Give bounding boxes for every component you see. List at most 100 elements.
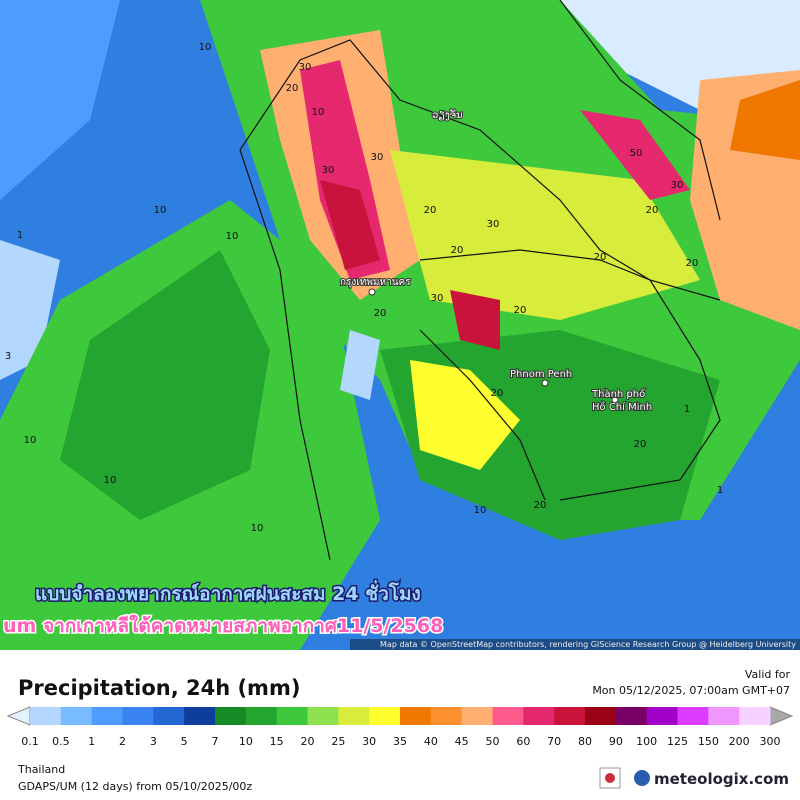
legend-label: 25 [331,735,345,748]
contour-label: 30 [322,165,335,176]
region: Thailand [17,763,65,776]
contour-label: 20 [534,500,547,511]
border [239,39,721,301]
contour-label: 30 [299,62,312,73]
contour-label: 20 [646,205,659,216]
contour-labels: 1030201030302030202020305020201010101020… [5,42,723,534]
attribution: Map data © OpenStreetMap contributors, r… [380,640,796,649]
contour-label: 10 [226,231,239,242]
border [419,329,546,501]
legend-label: 5 [181,735,188,748]
legend-label: 300 [760,735,781,748]
legend-label: 40 [424,735,438,748]
contour-label: 20 [634,439,647,450]
border [239,149,331,561]
legend-cell [122,707,154,725]
city-label: ວຽງຈັນ [432,108,463,121]
legend-label: 1 [88,735,95,748]
overlay-line2: um จากเกาหลีใต้คาดหมายสภาพอากาศ11/5/2568 [3,614,443,637]
legend-cell [245,707,278,725]
city-marker [611,396,619,404]
legend-label: 0.1 [21,735,39,748]
legend-arrow [6,706,31,726]
contour-label: 10 [312,107,325,118]
contour-label: 20 [594,252,607,263]
border [419,249,721,501]
contour-label: 1 [17,230,23,241]
legend-cell [585,707,617,725]
legend-cell [276,707,308,725]
legend-cell [338,707,370,725]
contour-label: 30 [371,152,384,163]
legend-label: 125 [667,735,688,748]
legend-cell [184,707,216,725]
legend-cell [430,707,463,725]
city-marker [368,288,376,296]
valid-label: Valid for [745,668,791,681]
contour-label: 30 [487,219,500,230]
rain-area [0,240,60,380]
legend-cell [91,707,123,725]
contour-label: 10 [154,205,167,216]
legend-panel: Precipitation, 24h (mm) Valid for Mon 05… [6,668,794,793]
legend-arrow [769,706,794,726]
contour-label: 3 [5,351,11,362]
legend-label: 45 [455,735,469,748]
legend-label: 150 [698,735,719,748]
legend-cell [708,707,740,725]
contour-label: 20 [424,205,437,216]
legend-cell [153,707,185,725]
contour-label: 20 [451,245,464,256]
contour-label: 1 [717,485,723,496]
city-label: Thành phố [591,388,645,400]
legend-label: 0.5 [52,735,70,748]
flag-icon [605,773,615,783]
rain-area [0,0,120,200]
legend-cell [646,707,678,725]
contour-label: 10 [474,505,487,516]
legend-label: 7 [212,735,219,748]
city-label: กรุงเทพมหานคร [340,277,411,288]
legend-label: 50 [486,735,500,748]
contour-label: 30 [671,180,684,191]
legend-cell [615,707,648,725]
rain-area [450,290,500,350]
legend-label: 35 [393,735,407,748]
legend-label: 60 [516,735,530,748]
rain-area [410,360,520,470]
legend-cell [492,707,524,725]
legend-label: 30 [362,735,376,748]
contour-label: 20 [286,83,299,94]
legend-cell [60,707,93,725]
legend-cell [461,707,493,725]
legend-label: 70 [547,735,561,748]
contour-label: 10 [104,475,117,486]
attribution-bg [350,639,800,650]
rain-area [580,110,690,200]
legend-cell [400,707,432,725]
legend-label: 200 [729,735,750,748]
contour-label: 30 [431,293,444,304]
legend-cell [739,707,771,725]
legend-label: 10 [239,735,253,748]
legend-cell [30,707,62,725]
legend-label: 100 [636,735,657,748]
contour-label: 1 [684,404,690,415]
legend-label: 2 [119,735,126,748]
legend-cell [677,707,709,725]
legend-cell [369,707,401,725]
legend-label: 20 [301,735,315,748]
rain-area [390,150,700,320]
legend-label: 80 [578,735,592,748]
contour-label: 50 [630,148,643,159]
brand: meteologix.com [654,770,789,788]
legend-cell [215,707,247,725]
city-marker [541,379,549,387]
legend-label: 15 [270,735,284,748]
city-label: Hồ Chí Minh [592,401,652,413]
color-legend: 0.1 0.5 1 2 3 5 7 10 15 20 25 30 35 40 45 50 60 70 80 90 100… [6,706,794,748]
rain-area [340,330,380,400]
panel-title: Precipitation, 24h (mm) [18,676,300,700]
rain-area [320,180,380,270]
